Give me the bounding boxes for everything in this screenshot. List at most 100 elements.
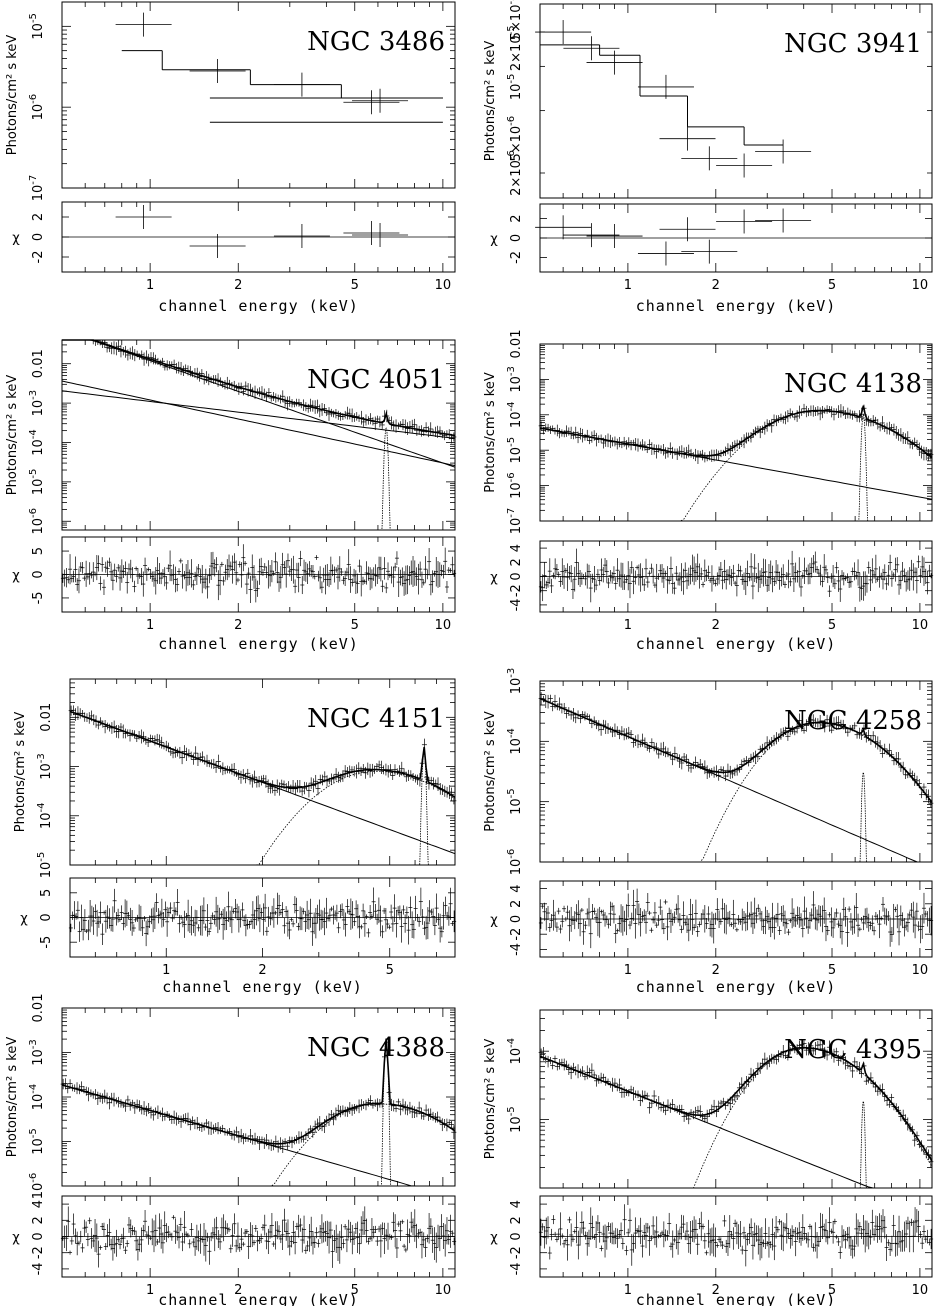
panel-ngc-4138: 1 2 5 10 channel energy (keV) 10-7 10-6 10-5 10-…	[483, 330, 934, 653]
x-axis-label: channel energy (keV)	[636, 978, 837, 996]
x-tick-label: 10	[435, 1283, 452, 1298]
iron-line-component	[855, 771, 871, 863]
iron-line-component	[855, 413, 871, 522]
x-tick-label: 1	[624, 618, 632, 633]
x-tick-label: 2	[234, 1283, 242, 1298]
absorbed-component	[540, 410, 933, 522]
res-tick-label: 2	[31, 1216, 46, 1224]
x-tick-label: 5	[351, 618, 359, 633]
residual-area	[535, 208, 812, 266]
y-axis-label: Photons/cm² s keV	[13, 712, 28, 833]
powerlaw-component	[62, 339, 456, 468]
x-tick-label: 1	[146, 1283, 154, 1298]
x-tick-label: 2	[234, 278, 242, 293]
res-tick-label: -4	[31, 1262, 46, 1275]
y-tick-label: 10-4	[506, 402, 524, 429]
spectrum-frame	[61, 1, 456, 189]
x-tick-label: 2	[712, 963, 720, 978]
y-axis-label: Photons/cm² s keV	[5, 375, 20, 496]
y-tick-label: 10-6	[28, 94, 46, 121]
panel-ngc-4258: 1 2 5 10 channel energy (keV) 10-6 10-5 10-4 10-…	[483, 668, 934, 996]
res-tick-label: -2	[31, 251, 46, 264]
x-axis-label: channel energy (keV)	[162, 978, 363, 996]
res-tick-label: 0	[31, 1232, 46, 1240]
y-tick-label: 10-5	[36, 852, 54, 879]
y-tick-label: 10-5	[28, 13, 46, 40]
y-tick-label: 10-4	[28, 429, 46, 456]
panel-ngc-4151: 1 2 5 channel energy (keV) 10-5 10-4 10-3 0.01 5…	[13, 678, 457, 996]
x-tick-label: 1	[624, 963, 632, 978]
x-tick-label: 1	[146, 618, 154, 633]
residual-axis-label: χ	[490, 571, 498, 586]
y-tick-label: 10-3	[36, 753, 54, 780]
x-tick-label: 1	[146, 278, 154, 293]
y-tick-label: 0.01	[39, 703, 54, 732]
powerlaw-component	[61, 380, 456, 467]
y-tick-label: 10-5	[506, 437, 524, 464]
residual-area	[115, 205, 409, 258]
y-tick-label: 0.01	[509, 330, 524, 359]
y-tick-label: 10-6	[506, 472, 524, 499]
y-tick-label: 10-7	[506, 508, 524, 535]
res-tick-label: 0	[509, 915, 524, 923]
y-tick-label: 10-7	[28, 175, 46, 202]
x-tick-label: 2	[234, 618, 242, 633]
panel-ngc-3486: 1 2 5 10 channel energy (keV) 10-7 10-6 10-5 2 0 -…	[5, 1, 456, 315]
res-tick-label: -2	[509, 928, 524, 941]
y-axis-label: Photons/cm² s keV	[483, 41, 498, 162]
total-model	[69, 710, 456, 798]
plot-area	[60, 1038, 457, 1187]
res-tick-label: -2	[509, 251, 524, 264]
spectrum-frame	[539, 343, 933, 522]
res-tick-label: 5	[39, 889, 54, 897]
x-tick-label: 5	[386, 963, 394, 978]
residual-axis-label: χ	[12, 231, 20, 246]
y-tick-label: 10-6	[28, 508, 46, 535]
total-model	[539, 405, 933, 459]
panel-title: NGC 3941	[784, 29, 922, 59]
y-tick-label: 10-5	[28, 1128, 46, 1155]
total-model	[61, 1038, 456, 1145]
panel-title: NGC 4151	[307, 704, 445, 734]
x-tick-label: 2	[712, 618, 720, 633]
x-tick-label: 5	[828, 278, 836, 293]
plot-area	[535, 20, 812, 178]
res-tick-label: 4	[509, 544, 524, 552]
residual-area	[538, 548, 934, 603]
x-tick-label: 5	[351, 1283, 359, 1298]
y-axis-label: Photons/cm² s keV	[483, 372, 498, 493]
res-tick-label: 0	[39, 913, 54, 921]
residual-area	[538, 888, 934, 949]
x-tick-label: 10	[912, 618, 929, 633]
y-tick-label: 5×10-5	[506, 0, 524, 40]
y-tick-label: 10-3	[28, 390, 46, 417]
res-tick-label: -2	[31, 1246, 46, 1259]
absorbed-component	[540, 722, 933, 863]
x-tick-label: 5	[828, 963, 836, 978]
iron-line-component	[377, 427, 394, 531]
res-tick-label: -4	[509, 943, 524, 956]
spectrum-frame	[539, 3, 933, 199]
residual-axis-label: χ	[12, 569, 20, 584]
y-tick-label: 10-5	[506, 74, 524, 101]
y-tick-label: 10-6	[28, 1173, 46, 1200]
y-tick-label: 2×10-5	[506, 25, 524, 71]
panel-ngc-3941: 1 2 5 10 channel energy (keV) 2×10-65×10-6 10-…	[483, 0, 933, 315]
y-tick-label: 10-4	[28, 1084, 46, 1111]
x-tick-label: 10	[435, 278, 452, 293]
res-tick-label: 2	[509, 900, 524, 908]
y-tick-label: 10-3	[506, 668, 524, 695]
plot-area	[538, 692, 934, 863]
plot-area	[61, 339, 457, 531]
x-tick-label: 10	[912, 963, 929, 978]
res-tick-label: 2	[509, 214, 524, 222]
y-tick-label: 10-6	[506, 849, 524, 876]
y-axis-label: Photons/cm² s keV	[483, 711, 498, 832]
plot-area	[68, 705, 457, 866]
total-model	[539, 697, 933, 803]
spectrum-frame	[539, 680, 933, 863]
y-tick-label: 2×10-6	[506, 150, 524, 196]
residual-axis-label: χ	[20, 912, 28, 927]
residual-axis-label: χ	[490, 913, 498, 928]
